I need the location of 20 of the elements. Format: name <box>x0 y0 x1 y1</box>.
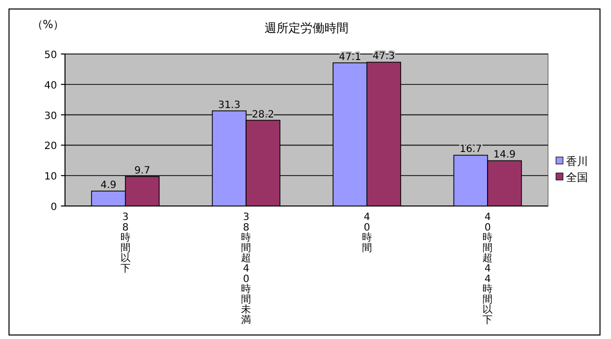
category-label: 40時間超44時間以下 <box>482 212 493 326</box>
legend-label: 香川 <box>566 155 588 168</box>
data-label: 47.3 <box>372 51 395 62</box>
data-label: 47.1 <box>338 52 362 63</box>
y-tick-label: 10 <box>44 172 57 183</box>
category-label: 38時間超40時間未満 <box>241 212 252 326</box>
data-label: 4.9 <box>100 180 116 192</box>
data-label: 14.9 <box>493 150 516 161</box>
y-tick-label: 0 <box>50 202 57 213</box>
x-tick-label: 38時間以下 <box>120 212 130 274</box>
chart-title: 週所定労働時間 <box>264 21 348 35</box>
y-tick-label: 30 <box>44 110 57 122</box>
y-tick-label: 50 <box>44 50 57 61</box>
data-label: 31.3 <box>218 100 240 111</box>
legend-label: 全国 <box>566 171 588 184</box>
x-tick-label: 40時間 <box>362 212 372 254</box>
y-tick-label: 40 <box>44 80 57 92</box>
data-label: 9.7 <box>134 166 150 177</box>
y-axis-title: （%） <box>32 18 64 31</box>
y-tick-label: 20 <box>44 141 57 152</box>
